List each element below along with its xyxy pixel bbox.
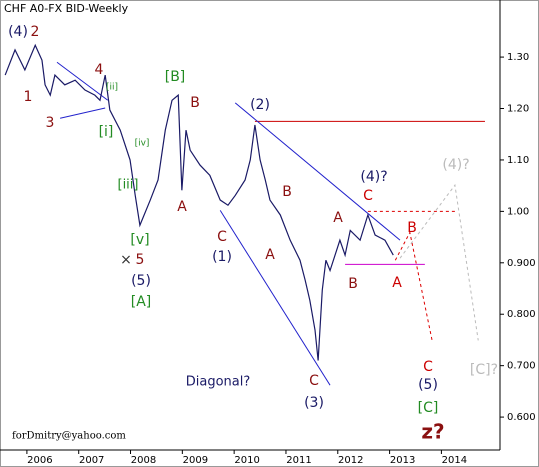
annotation-line [399, 183, 479, 341]
annotation-line [234, 102, 401, 241]
wave-label: C [309, 373, 319, 389]
annotation-line [394, 230, 433, 341]
wave-label: 2 [31, 24, 40, 40]
annotation-line [59, 107, 106, 119]
wave-label: 5 [136, 252, 145, 268]
wave-label: [iv] [135, 139, 150, 149]
y-tick-label: 0.800 [507, 309, 536, 320]
x-tick-label: 2007 [79, 455, 104, 466]
wave-label: A [177, 199, 187, 215]
x-tick-label: 2012 [338, 455, 363, 466]
x-tick-label: 2010 [234, 455, 259, 466]
wave-label: 3 [46, 115, 55, 131]
chart-title: CHF A0-FX BID-Weekly [4, 2, 129, 15]
wave-label: 1 [24, 89, 33, 105]
x-tick-label: 2008 [131, 455, 156, 466]
credit: forDmitry@yahoo.com [12, 431, 126, 442]
wave-label: C [217, 229, 227, 245]
wave-label: (2) [250, 97, 270, 113]
wave-label: [ii] [106, 83, 118, 93]
wave-label: (5) [131, 273, 151, 289]
wave-label: B [190, 95, 200, 111]
wave-label: A [333, 210, 343, 226]
y-tick-label: 1.10 [507, 155, 529, 166]
y-tick-label: 1.00 [507, 206, 529, 217]
wave-label: C [363, 188, 373, 204]
wave-label: [iii] [118, 178, 139, 193]
wave-label: (4) [8, 24, 28, 40]
x-tick-label: 2009 [183, 455, 208, 466]
wave-label: [i] [99, 124, 114, 140]
wave-label: A [265, 247, 275, 263]
wave-label: (5) [418, 377, 438, 393]
x-tick-label: 2006 [27, 455, 52, 466]
y-tick-label: 0.700 [507, 361, 536, 372]
price-line [4, 43, 394, 361]
x-tick-label: 2011 [286, 455, 311, 466]
x-tick-label: 2014 [442, 455, 467, 466]
x-tick-label: 2013 [390, 455, 415, 466]
wave-label: (1) [212, 249, 232, 265]
y-tick-label: 1.20 [507, 104, 529, 115]
wave-label: B [282, 184, 292, 200]
wave-label: 4 [95, 62, 104, 78]
wave-label: × [120, 252, 132, 268]
y-tick-label: 1.30 [507, 52, 529, 63]
wave-label: [v] [130, 232, 149, 248]
wave-label: [A] [131, 294, 152, 310]
wave-label: A [392, 275, 402, 291]
wave-label: [C]? [470, 362, 498, 378]
wave-label: B [407, 220, 417, 236]
wave-label: (4)? [442, 157, 469, 173]
wave-label: C [423, 359, 433, 375]
y-tick-label: 0.600 [507, 412, 536, 423]
annotation-line [56, 61, 109, 101]
wave-label: [B] [165, 69, 186, 85]
wave-label: (3) [304, 395, 324, 411]
y-tick-label: 0.900 [507, 258, 536, 269]
wave-label: z? [421, 420, 444, 444]
wave-label: (4)? [360, 169, 387, 185]
wave-label: [C] [418, 400, 439, 416]
wave-label: B [348, 276, 358, 292]
annotation-line [219, 210, 331, 386]
wave-label: Diagonal? [186, 375, 251, 390]
